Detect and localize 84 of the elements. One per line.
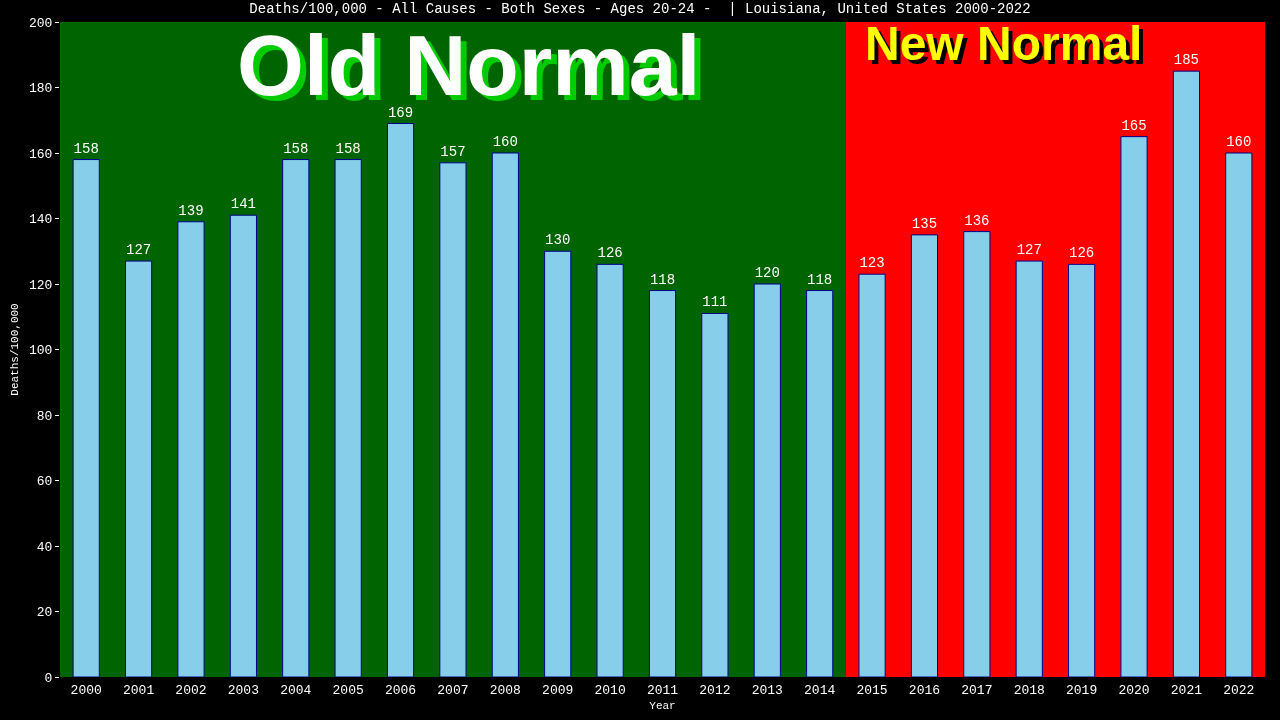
bar [1225,152,1253,677]
x-tick-label: 2004 [280,682,312,698]
x-tick-label: 2011 [646,682,679,698]
x-tick-label: 2013 [751,682,783,698]
data-label: 136 [964,212,990,229]
x-tick-label: 2005 [332,682,364,698]
y-tick-label: 180 [28,81,53,97]
bar [282,159,310,677]
y-tick-label: 200 [28,15,53,31]
bar [72,159,100,677]
x-tick-label: 2022 [1223,682,1255,698]
x-tick-label: 2002 [175,682,207,698]
x-tick-label: 2000 [70,682,102,698]
x-tick-label: 2007 [437,682,469,698]
bar [439,162,467,677]
x-tick-label: 2020 [1118,682,1150,698]
data-label: 158 [335,140,361,157]
x-axis-title: Year [649,699,676,712]
data-label: 165 [1121,117,1147,134]
data-label: 126 [597,245,623,262]
data-label: 158 [73,140,99,157]
data-label: 127 [1016,242,1042,259]
bar [596,263,624,677]
bar [753,283,781,677]
bar [386,123,415,677]
data-label: 120 [754,265,780,281]
x-tick-label: 2010 [594,682,626,698]
y-tick-label: 40 [36,539,53,555]
data-label: 141 [230,196,256,213]
bar [648,290,677,677]
y-tick-label: 140 [28,212,53,228]
data-label: 118 [807,271,833,288]
bar [124,260,153,677]
y-tick-label: 160 [28,146,53,162]
bar [858,273,886,677]
x-tick-label: 2014 [804,682,836,698]
bar [491,152,519,677]
x-tick-label: 2016 [908,682,941,698]
data-label: 111 [702,294,728,311]
bar [910,234,939,677]
bar [229,214,257,677]
x-tick-label: 2001 [122,682,155,698]
y-tick-label: 0 [44,670,53,686]
x-tick-label: 2021 [1170,682,1203,698]
data-label: 135 [911,215,938,232]
x-tick-label: 2008 [489,682,521,698]
x-tick-label: 2009 [542,682,574,698]
data-label: 185 [1173,52,1200,69]
x-tick-label: 2018 [1013,682,1045,698]
y-tick-label: 120 [28,277,53,293]
data-label: 157 [440,143,466,160]
data-label: 123 [859,255,885,272]
y-tick-label: 80 [36,408,53,424]
bar [701,312,729,677]
band-label: New Normal [865,17,1143,70]
bar [1172,70,1201,677]
data-label: 169 [387,104,414,121]
x-tick-label: 2017 [961,682,993,698]
x-tick-label: 2006 [384,682,417,698]
bar [1068,263,1096,677]
bar [544,250,572,677]
data-label: 118 [649,271,676,288]
y-axis-title: Deaths/100,000 [8,303,21,396]
bar [1015,260,1043,677]
data-label: 158 [283,140,309,157]
y-tick-label: 20 [36,605,53,621]
bar [177,221,205,677]
bar [963,231,991,677]
data-label: 126 [1069,245,1095,262]
x-tick-label: 2012 [699,682,731,698]
data-label: 130 [545,232,571,249]
y-tick-label: 100 [28,343,53,359]
x-tick-label: 2003 [227,682,259,698]
data-label: 139 [178,202,204,219]
data-label: 160 [492,134,518,150]
y-tick-label: 60 [36,474,53,490]
x-tick-label: 2019 [1066,682,1098,698]
chart-title: Deaths/100,000 - All Causes - Both Sexes - Ages 20-24 - | Louisiana, United States 2000-2022 [249,1,1031,18]
bar [334,159,362,677]
data-label: 127 [125,242,152,259]
data-label: 160 [1226,134,1252,150]
bar [806,290,834,677]
bar [1120,136,1148,677]
x-tick-label: 2015 [856,682,888,698]
